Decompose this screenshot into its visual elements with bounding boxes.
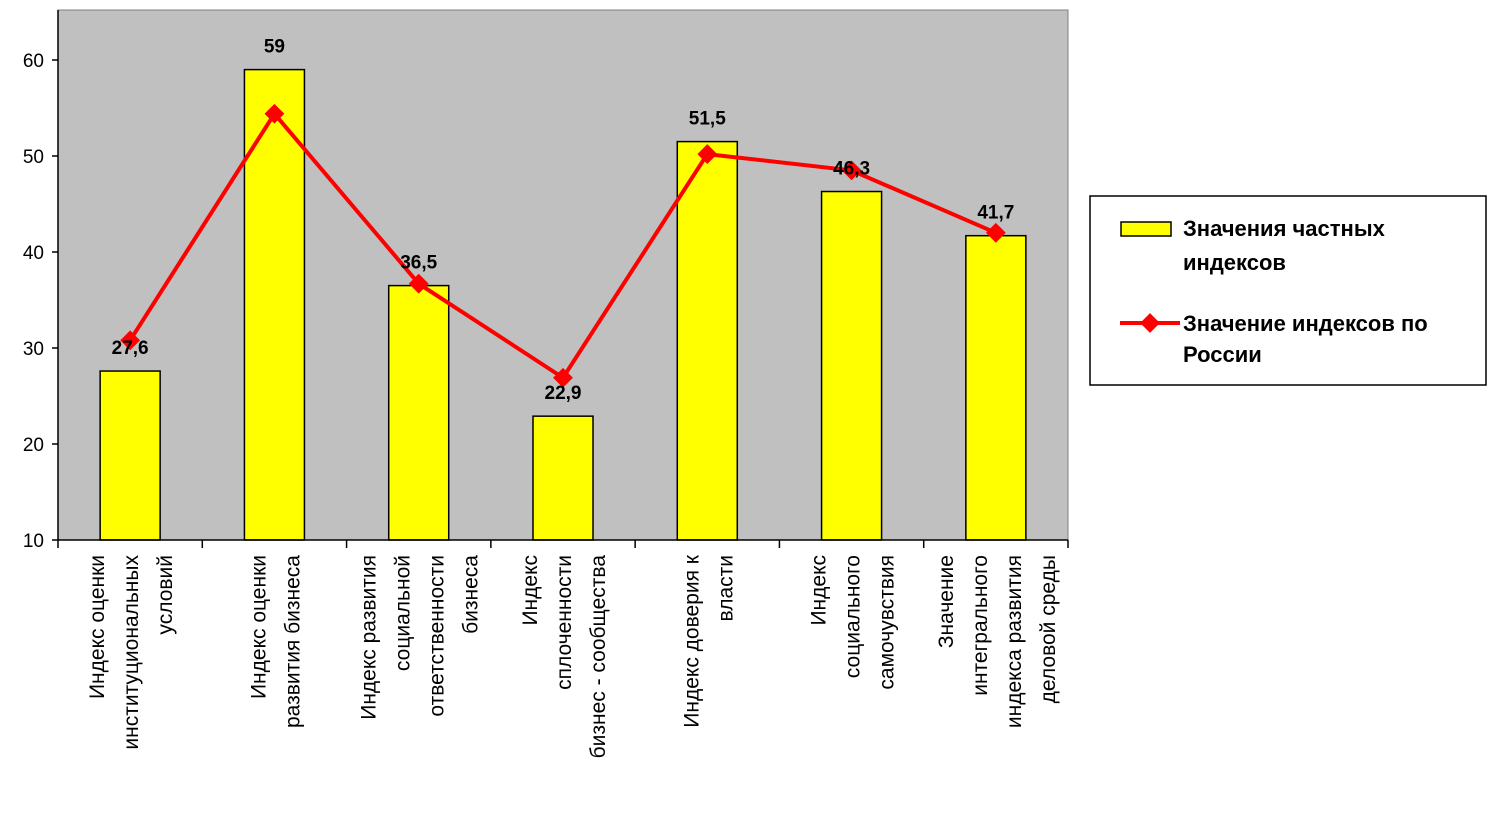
category-label: власти [714, 555, 737, 621]
y-tick-label: 30 [23, 339, 44, 360]
legend-line-label-line1: Значение индексов по [1183, 311, 1428, 336]
category-label: социальной [392, 555, 415, 671]
category-label: бизнес - сообщества [587, 555, 610, 759]
category-label: Индекс оценки [247, 555, 270, 699]
bar-value-label: 46,3 [833, 159, 870, 180]
bar-value-label: 22,9 [545, 383, 582, 404]
category-label: социального [842, 555, 865, 678]
category-label: Индекс развития [358, 555, 381, 720]
y-tick-label: 20 [23, 435, 44, 456]
y-tick-label: 10 [23, 531, 44, 552]
legend: Значения частных индексов Значение индексо… [1089, 195, 1487, 386]
category-label: ответственности [426, 555, 449, 717]
category-label: сплоченности [553, 555, 576, 690]
category-label: Значение [935, 555, 958, 648]
legend-bar-swatch [1120, 221, 1172, 237]
category-label: развития бизнеса [281, 555, 304, 728]
category-label: Индекс [808, 555, 831, 626]
legend-bar-label-line1: Значения частных [1183, 216, 1386, 241]
category-label: деловой среды [1037, 555, 1060, 703]
legend-bar-label-line2: индексов [1183, 250, 1286, 275]
bar [532, 415, 594, 541]
y-tick-label: 40 [23, 243, 44, 264]
line-marker [120, 330, 141, 351]
bar-value-label: 36,5 [400, 253, 437, 274]
bar [820, 190, 883, 541]
category-label: институциональных [120, 555, 143, 750]
line-marker [553, 367, 573, 388]
category-label: Индекс доверия к [680, 554, 703, 728]
category-label: бизнеса [460, 555, 483, 634]
bar-value-label: 41,7 [977, 203, 1014, 224]
bar [676, 140, 739, 541]
line-marker [408, 273, 429, 294]
category-label: Индекс [519, 555, 542, 626]
y-tick-label: 60 [23, 51, 44, 72]
y-tick-label: 50 [23, 147, 44, 168]
category-label: интегрального [969, 555, 992, 696]
legend-line-label-line2: России [1183, 342, 1262, 367]
bar-value-label: 27,6 [112, 338, 149, 359]
line-marker [264, 103, 285, 124]
category-label: индекса развития [1003, 555, 1026, 728]
legend-line-marker [1140, 313, 1160, 333]
category-label: Индекс оценки [86, 555, 109, 699]
bar [387, 284, 450, 541]
category-label: самочувствия [876, 555, 899, 690]
bar-value-label: 59 [264, 37, 285, 58]
bar [99, 370, 161, 541]
bar-value-label: 51,5 [689, 109, 726, 130]
bar [965, 234, 1027, 541]
category-label: условий [154, 555, 177, 635]
